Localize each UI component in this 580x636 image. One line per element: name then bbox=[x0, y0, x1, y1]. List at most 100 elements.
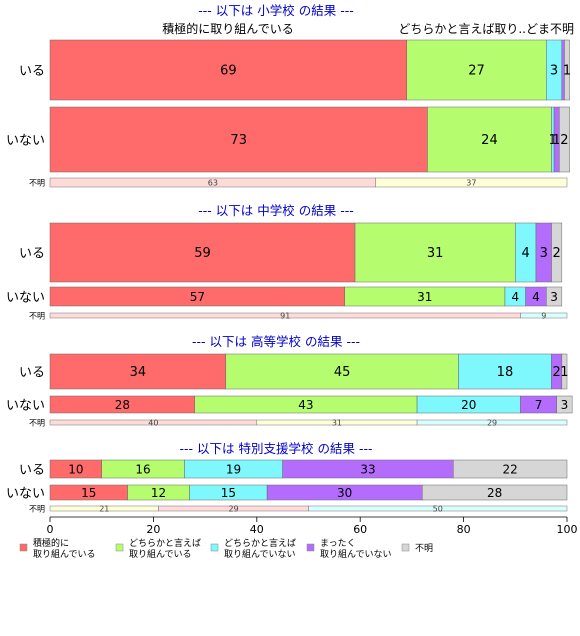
unknown-bar-segment bbox=[308, 505, 568, 512]
legend-swatch bbox=[401, 543, 410, 552]
data-label: 1 bbox=[553, 133, 561, 148]
legend-label: 不明 bbox=[415, 543, 433, 554]
data-label: 15 bbox=[81, 486, 96, 500]
panel-title: --- 以下は 特別支援学校 の結果 --- bbox=[180, 441, 373, 456]
legend-swatch bbox=[210, 543, 219, 552]
data-label: 2 bbox=[553, 246, 561, 261]
x-tick-label: 0 bbox=[47, 523, 54, 536]
data-label: 31 bbox=[417, 290, 432, 304]
panel-title: --- 以下は 小学校 の結果 --- bbox=[198, 3, 353, 18]
data-label: 16 bbox=[135, 463, 150, 477]
data-label: 15 bbox=[221, 486, 236, 500]
legend-label: 取り組んでいない bbox=[224, 548, 296, 560]
data-label: 43 bbox=[298, 398, 313, 412]
bar-segment bbox=[546, 286, 563, 307]
data-label: 4 bbox=[532, 290, 540, 304]
unknown-data-label: 31 bbox=[332, 419, 342, 428]
data-label: 3 bbox=[540, 246, 548, 261]
unknown-bar-segment bbox=[375, 177, 568, 188]
row-label: いる bbox=[19, 463, 45, 478]
data-label: 2 bbox=[560, 133, 568, 148]
x-tick-label: 40 bbox=[250, 523, 264, 536]
legend-label: 取り組んでいる bbox=[33, 548, 96, 560]
data-label: 73 bbox=[230, 133, 247, 148]
data-label: 28 bbox=[487, 486, 502, 500]
data-label: 34 bbox=[130, 365, 147, 380]
data-label: 45 bbox=[334, 365, 351, 380]
data-label: 18 bbox=[497, 365, 514, 380]
bar-segment bbox=[354, 222, 516, 283]
data-label: 27 bbox=[468, 64, 485, 79]
unknown-data-label: 63 bbox=[208, 179, 218, 188]
row-label: いる bbox=[19, 366, 45, 381]
legend-label: 取り組んでいない bbox=[320, 548, 392, 560]
data-label: 1 bbox=[560, 365, 568, 380]
data-label: 3 bbox=[561, 398, 569, 412]
data-label: 4 bbox=[511, 290, 519, 304]
data-label: 22 bbox=[502, 463, 517, 477]
bar-segment bbox=[225, 353, 459, 390]
data-label: 3 bbox=[550, 64, 558, 79]
data-label: 10 bbox=[68, 463, 83, 477]
data-label: 24 bbox=[481, 133, 498, 148]
data-label: 33 bbox=[360, 463, 375, 477]
bar-segment bbox=[421, 484, 568, 501]
unknown-data-label: 9 bbox=[541, 312, 546, 321]
data-label: 19 bbox=[226, 463, 241, 477]
row-label: いる bbox=[19, 247, 45, 262]
unknown-data-label: 91 bbox=[280, 312, 290, 321]
bar-segment bbox=[556, 395, 573, 414]
row-label: いない bbox=[6, 487, 45, 502]
unknown-data-label: 50 bbox=[433, 505, 443, 514]
row-label: いる bbox=[19, 64, 45, 79]
unknown-row-label: 不明 bbox=[29, 505, 45, 514]
data-label: 31 bbox=[427, 246, 444, 261]
data-label: 4 bbox=[521, 246, 529, 261]
legend-swatch bbox=[115, 543, 124, 552]
unknown-data-label: 40 bbox=[148, 419, 158, 428]
bar-segment bbox=[49, 106, 428, 173]
bar-segment bbox=[564, 39, 570, 101]
bar-segment bbox=[458, 353, 552, 390]
unknown-data-label: 29 bbox=[228, 505, 238, 514]
bar-segment bbox=[49, 222, 356, 283]
x-tick-label: 60 bbox=[353, 523, 367, 536]
bar-segment bbox=[49, 39, 407, 101]
data-label: 28 bbox=[115, 398, 130, 412]
legend-label: どちらかと言えば bbox=[224, 537, 296, 549]
data-label: 2 bbox=[553, 365, 561, 380]
legend-label: 取り組んでいる bbox=[129, 548, 192, 560]
bar-segment bbox=[453, 459, 568, 479]
data-label: 57 bbox=[190, 290, 205, 304]
data-label: 59 bbox=[194, 246, 211, 261]
unknown-row-label: 不明 bbox=[29, 179, 45, 188]
data-label: 7 bbox=[535, 398, 543, 412]
bar-segment bbox=[49, 353, 227, 390]
bar-segment bbox=[406, 39, 547, 101]
row-label: いない bbox=[6, 291, 45, 306]
panel-title: --- 以下は 高等学校 の結果 --- bbox=[192, 334, 360, 349]
unknown-row-label: 不明 bbox=[29, 419, 45, 428]
legend-label: まったく bbox=[320, 538, 356, 549]
unknown-data-label: 29 bbox=[487, 419, 497, 428]
bar-segment bbox=[551, 222, 563, 283]
row-label: いない bbox=[6, 134, 45, 149]
unknown-bar-segment bbox=[520, 312, 568, 319]
top-label-right: どちらかと言えば取り..どま不明 bbox=[398, 22, 574, 36]
unknown-data-label: 21 bbox=[99, 505, 109, 514]
data-label: 69 bbox=[220, 64, 237, 79]
unknown-bar-segment bbox=[416, 419, 568, 426]
x-tick-label: 20 bbox=[146, 523, 160, 536]
legend-swatch bbox=[306, 543, 315, 552]
row-label: いない bbox=[6, 399, 45, 414]
legend-label: 積極的に bbox=[33, 537, 69, 549]
data-label: 1 bbox=[563, 64, 571, 79]
bar-segment bbox=[561, 353, 568, 390]
legend-swatch bbox=[19, 543, 28, 552]
data-label: 3 bbox=[550, 290, 558, 304]
bar-segment bbox=[558, 106, 570, 173]
unknown-row-label: 不明 bbox=[29, 312, 45, 321]
data-label: 30 bbox=[337, 486, 352, 500]
